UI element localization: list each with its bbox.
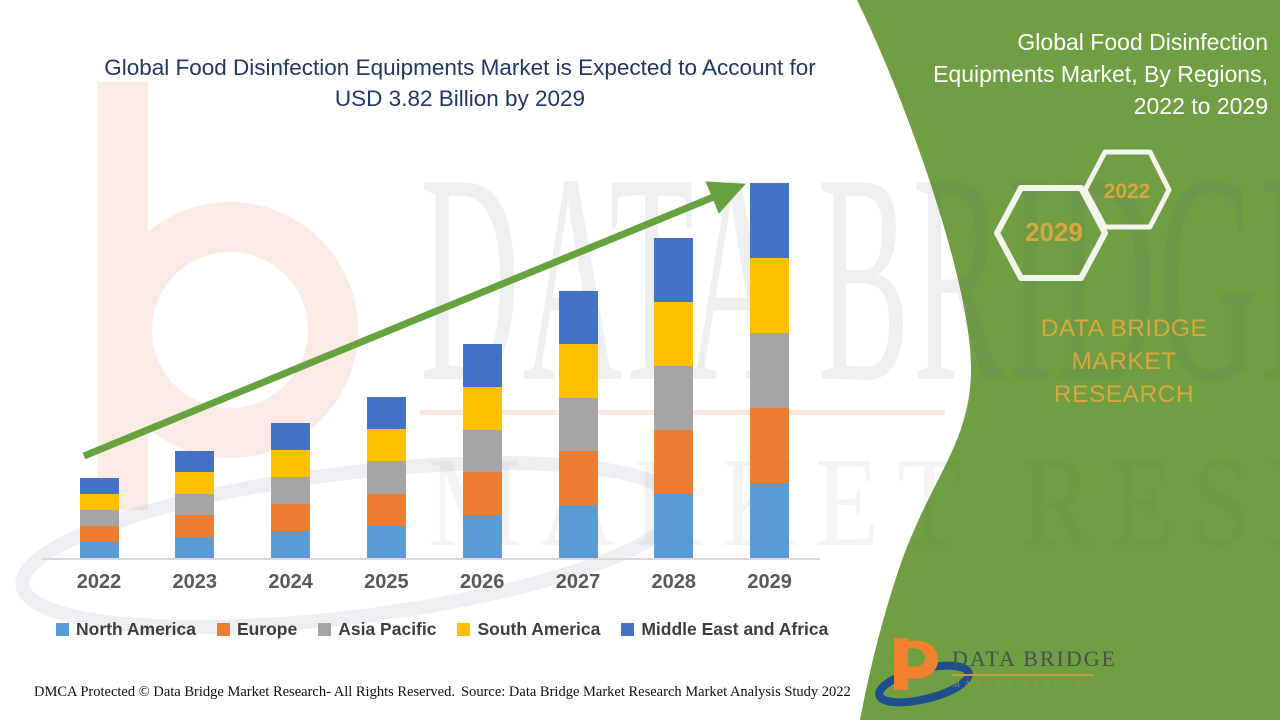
stacked-bar-2026: [462, 343, 502, 558]
year-hexagons: 2022 2029: [994, 149, 1172, 281]
bar-segment-south-america: [175, 472, 215, 494]
bar-segment-north-america: [462, 515, 502, 558]
x-axis-label-2029: 2029: [747, 571, 792, 593]
bar-segment-north-america: [750, 482, 790, 558]
stacked-bar-2029: [750, 182, 790, 558]
x-axis-label-2027: 2027: [555, 571, 601, 593]
bar-segment-middle-east-and-africa: [558, 290, 598, 345]
logo-subtext: MARKET RESEARCH: [952, 679, 1107, 689]
bar-segment-south-america: [462, 386, 502, 430]
legend-label: South America: [477, 619, 601, 639]
legend-item-europe: Europe: [216, 619, 298, 640]
bar-segment-asia-pacific: [175, 493, 215, 516]
bar-segment-europe: [654, 429, 694, 494]
legend-label: North America: [76, 619, 196, 639]
hexagon-2029: [994, 185, 1108, 281]
page-title-line1: Global Food Disinfection Equipments Mark…: [104, 55, 816, 80]
bar-segment-north-america: [558, 504, 598, 558]
x-axis-label-2025: 2025: [364, 571, 409, 593]
page-title: Global Food Disinfection Equipments Mark…: [40, 52, 880, 114]
bar-segment-asia-pacific: [462, 429, 502, 473]
source-note: Source: Data Bridge Market Research Mark…: [461, 684, 851, 700]
bar-segment-middle-east-and-africa: [271, 423, 311, 451]
bar-segment-middle-east-and-africa: [79, 478, 119, 495]
bar-segment-asia-pacific: [366, 461, 406, 494]
bar-segment-south-america: [79, 494, 119, 511]
bar-segment-middle-east-and-africa: [175, 450, 215, 473]
chart-legend: North America Europe Asia Pacific South Ame…: [56, 619, 828, 640]
bar-segment-middle-east-and-africa: [654, 237, 694, 302]
bar-segment-asia-pacific: [79, 510, 119, 527]
side-panel-title-line3: 2022 to 2029: [1133, 93, 1268, 119]
legend-label: Asia Pacific: [338, 619, 437, 639]
bar-segment-south-america: [366, 429, 406, 462]
legend-swatch: [56, 623, 69, 636]
bar-segment-middle-east-and-africa: [462, 343, 502, 387]
bar-segment-asia-pacific: [558, 397, 598, 452]
legend-item-middle-east-and-africa: Middle East and Africa: [621, 619, 828, 640]
side-panel-title-line2: Equipments Market, By Regions,: [933, 61, 1268, 87]
dmca-notice: DMCA Protected © Data Bridge Market Rese…: [34, 684, 455, 700]
bar-segment-north-america: [366, 525, 406, 558]
bar-segment-north-america: [271, 531, 311, 558]
x-axis-label-2022: 2022: [76, 571, 122, 593]
bar-segment-north-america: [654, 493, 694, 558]
hexagon-2029-label: 2029: [1025, 217, 1083, 247]
bar-segment-south-america: [558, 344, 598, 398]
stacked-bar-2023: [175, 450, 215, 558]
page-title-line2: USD 3.82 Billion by 2029: [334, 86, 586, 111]
bar-segment-europe: [750, 407, 790, 483]
legend-swatch: [216, 623, 230, 636]
legend-item-south-america: South America: [457, 619, 600, 640]
bar-segment-south-america: [654, 301, 694, 366]
x-axis-label-2023: 2023: [172, 571, 218, 593]
bar-segment-europe: [558, 451, 598, 505]
stacked-bar-2025: [366, 396, 406, 558]
stacked-bar-chart: 2022 2023 2024 2025 2026 2027 2028 2029: [42, 181, 820, 593]
databridge-logo: [875, 638, 973, 707]
bar-segment-asia-pacific: [654, 365, 694, 430]
logo-b-stem: [894, 638, 908, 690]
stacked-bar-2022: [79, 478, 119, 558]
legend-item-asia-pacific: Asia Pacific: [318, 619, 436, 640]
legend-label: Middle East and Africa: [641, 619, 829, 639]
x-axis-label-2028: 2028: [651, 571, 697, 593]
logo-text-block: DATA BRIDGE MARKET RESEARCH: [952, 646, 1117, 689]
bar-segment-middle-east-and-africa: [750, 182, 790, 258]
bar-segment-asia-pacific: [750, 332, 790, 408]
legend-label: Europe: [236, 619, 298, 639]
logo-wordmark: DATA BRIDGE: [952, 646, 1118, 671]
x-axis-label-2026: 2026: [459, 571, 505, 593]
bar-segment-europe: [175, 515, 215, 537]
legend-item-north-america: North America: [56, 619, 196, 640]
legend-swatch: [318, 623, 332, 636]
hexagon-2022-label: 2022: [1104, 180, 1151, 203]
bar-segment-south-america: [271, 450, 311, 478]
bar-segment-north-america: [175, 536, 215, 558]
bar-segment-asia-pacific: [271, 477, 311, 505]
stacked-bar-2027: [558, 290, 598, 558]
brand-text-line2: RESEARCH: [1053, 381, 1195, 408]
brand-text-line1: DATA BRIDGE MARKET: [1040, 315, 1208, 375]
stacked-bar-2024: [271, 423, 311, 558]
logo-underline: [952, 674, 1094, 676]
logo-b-bowl: [908, 640, 939, 679]
brand-text: DATA BRIDGE MARKET RESEARCH: [988, 312, 1260, 411]
x-axis-label-2024: 2024: [268, 571, 313, 593]
bar-segment-europe: [79, 526, 119, 543]
bar-segment-europe: [366, 493, 406, 526]
side-panel-title: Global Food Disinfection Equipments Mark…: [898, 26, 1268, 122]
bar-segment-north-america: [79, 542, 119, 558]
legend-swatch: [621, 623, 635, 636]
bar-segment-middle-east-and-africa: [366, 396, 406, 430]
stacked-bar-2028: [654, 237, 694, 558]
x-axis-line: [42, 558, 820, 560]
side-panel-title-line1: Global Food Disinfection: [1017, 29, 1268, 55]
bar-segment-europe: [462, 472, 502, 516]
bar-segment-south-america: [750, 257, 790, 333]
bar-segment-europe: [271, 504, 311, 532]
legend-swatch: [457, 623, 471, 636]
